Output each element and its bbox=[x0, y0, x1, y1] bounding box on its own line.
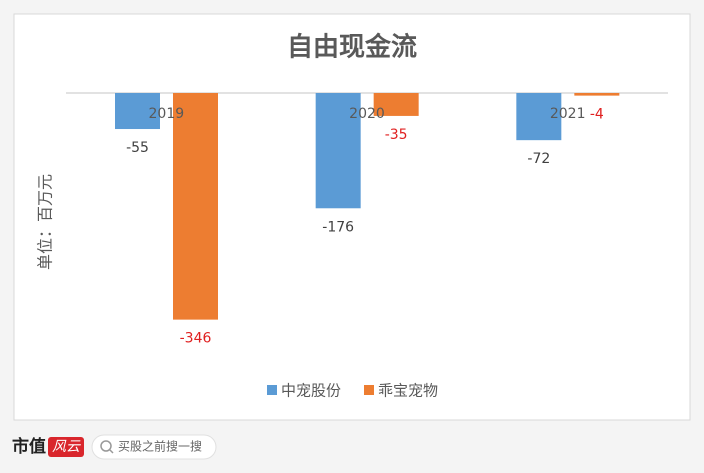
data-label: -176 bbox=[322, 219, 354, 235]
y-axis-label: 单位：百万元 bbox=[36, 174, 55, 270]
x-tick-label: 2020 bbox=[349, 106, 385, 122]
legend-label: 中宠股份 bbox=[281, 382, 341, 400]
bar bbox=[574, 93, 620, 96]
legend-swatch bbox=[267, 385, 277, 395]
legend-label: 乖宝宠物 bbox=[378, 382, 438, 400]
plot-area: -55 -176 -72 -346 -35 -4 2019 2020 2021 bbox=[66, 92, 668, 347]
bar bbox=[115, 93, 160, 130]
search-box[interactable] bbox=[91, 434, 217, 460]
bar bbox=[516, 93, 562, 141]
footer-logo: 风云 bbox=[52, 439, 81, 455]
search-icon-handle bbox=[109, 449, 114, 454]
search-icon bbox=[100, 440, 112, 452]
x-tick-label: 2019 bbox=[149, 106, 185, 122]
chart-panel bbox=[13, 13, 691, 421]
bar bbox=[373, 93, 419, 116]
data-label: -72 bbox=[527, 151, 550, 167]
bar bbox=[315, 93, 361, 209]
data-label: -35 bbox=[385, 127, 408, 143]
data-label: -55 bbox=[126, 140, 149, 156]
bar bbox=[173, 93, 218, 320]
chart-title: 自由现金流 bbox=[287, 32, 417, 63]
legend: 中宠股份 乖宝宠物 bbox=[267, 382, 438, 400]
x-tick-label: 2021 bbox=[550, 106, 586, 122]
legend-swatch bbox=[364, 385, 374, 395]
data-label: -4 bbox=[590, 107, 604, 123]
search-placeholder[interactable]: 买股之前搜一搜 bbox=[118, 439, 202, 454]
footer-brand: 市值 bbox=[12, 436, 46, 457]
data-label: -346 bbox=[180, 331, 212, 347]
footer-logo-bg bbox=[48, 437, 84, 457]
